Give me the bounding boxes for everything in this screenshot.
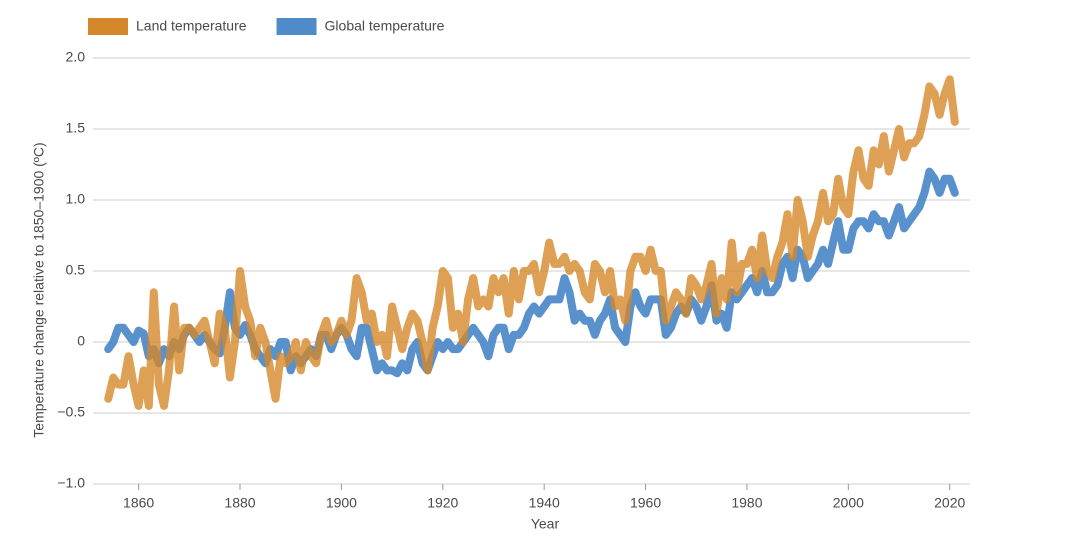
- legend-swatch: [88, 18, 128, 35]
- x-tick-label: 2000: [833, 495, 864, 511]
- x-tick-label: 1880: [224, 495, 255, 511]
- x-tick-label: 1960: [630, 495, 661, 511]
- x-tick-label: 1920: [427, 495, 458, 511]
- x-tick-label: 1860: [123, 495, 154, 511]
- x-tick-label: 2020: [934, 495, 965, 511]
- y-tick-label: 2.0: [66, 49, 86, 65]
- x-tick-label: 1980: [731, 495, 762, 511]
- legend-label: Land temperature: [136, 18, 247, 34]
- series-line: [104, 75, 959, 410]
- y-tick-label: −0.5: [57, 404, 85, 420]
- y-tick-label: 1.0: [66, 191, 86, 207]
- y-tick-label: 1.5: [66, 120, 86, 136]
- x-axis-title: Year: [531, 516, 560, 532]
- y-axis-title: Temperature change relative to 1850–1900…: [31, 142, 47, 437]
- y-tick-label: 0.5: [66, 262, 86, 278]
- x-tick-label: 1900: [326, 495, 357, 511]
- legend-swatch: [276, 18, 317, 35]
- x-tick-label: 1940: [529, 495, 560, 511]
- y-tick-label: 0: [77, 333, 85, 349]
- legend-label: Global temperature: [325, 18, 445, 34]
- y-tick-label: −1.0: [57, 475, 85, 491]
